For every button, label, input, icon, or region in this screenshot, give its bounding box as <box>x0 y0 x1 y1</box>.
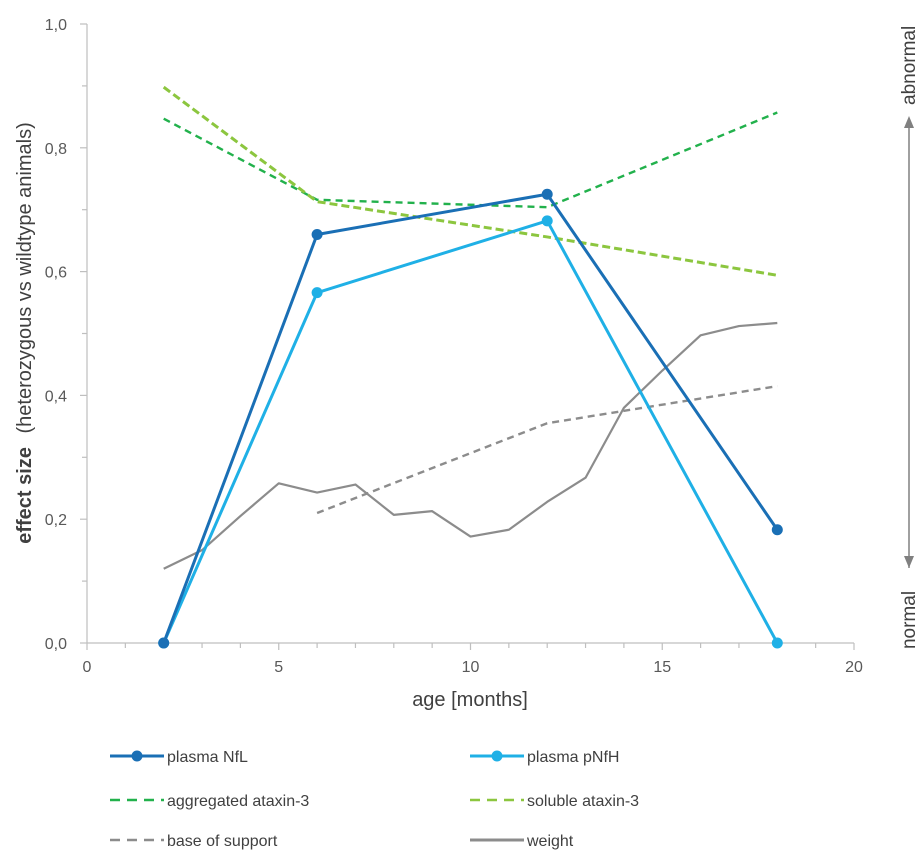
data-point <box>541 215 553 227</box>
legend-label: plasma pNfH <box>527 749 619 766</box>
x-tick-label: 0 <box>83 659 92 676</box>
y-tick-label: 0,8 <box>45 141 67 158</box>
legend-label: soluble ataxin-3 <box>527 793 639 810</box>
series-line <box>162 85 778 277</box>
data-point <box>771 637 783 649</box>
x-tick-label: 20 <box>845 659 863 676</box>
data-point <box>311 228 323 240</box>
legend-item: base of support <box>110 833 278 850</box>
series-line <box>316 384 778 515</box>
side-arrow-up-icon <box>904 116 914 128</box>
data-point <box>158 637 170 649</box>
series-line <box>163 111 778 209</box>
side-label-abnormal: abnormal <box>899 26 919 105</box>
series-soluble-ataxin-3 <box>162 85 778 277</box>
x-tick-label: 10 <box>462 659 480 676</box>
legend-label: base of support <box>167 833 278 850</box>
series-base-of-support <box>316 384 778 515</box>
legend-item: aggregated ataxin-3 <box>110 793 309 810</box>
x-axis-title: age [months] <box>412 689 528 711</box>
axes: 0,0 0,2 0,4 0,6 0,8 1,0 0 5 10 15 20 <box>45 17 863 676</box>
series-line <box>163 321 778 570</box>
legend-label: aggregated ataxin-3 <box>167 793 309 810</box>
legend-item: weight <box>470 833 574 850</box>
data-point <box>311 287 323 299</box>
side-arrow-down-icon <box>904 556 914 568</box>
legend-item: plasma pNfH <box>470 749 619 766</box>
y-tick-label: 0,4 <box>45 388 67 405</box>
legend-item: plasma NfL <box>110 749 248 766</box>
legend-marker <box>491 750 503 762</box>
data-point <box>771 524 783 536</box>
legend-label: weight <box>526 833 574 850</box>
y-axis-title: effect size (heterozygous vs wildtype an… <box>14 122 36 544</box>
x-tick-label: 5 <box>274 659 283 676</box>
y-axis-title-bold: effect size <box>14 447 36 544</box>
series-layer <box>158 85 783 649</box>
legend-item: soluble ataxin-3 <box>470 793 639 810</box>
series-weight <box>163 321 778 570</box>
series-aggregated-ataxin-3 <box>163 111 778 209</box>
y-tick-label: 0,6 <box>45 265 67 282</box>
legend-label: plasma NfL <box>167 749 248 766</box>
y-tick-label: 1,0 <box>45 17 67 34</box>
series-line <box>162 192 779 644</box>
series-plasma-pnfh <box>158 215 783 649</box>
legend-marker <box>131 750 143 762</box>
legend: plasma NfL plasma pNfH aggregated ataxin-3… <box>110 749 639 850</box>
y-axis-title-normal: (heterozygous vs wildtype animals) <box>14 122 36 433</box>
y-tick-label: 0,0 <box>45 636 67 653</box>
series-plasma-nfl <box>158 188 783 649</box>
series-line <box>162 219 779 644</box>
x-tick-label: 15 <box>653 659 671 676</box>
data-point <box>541 188 553 200</box>
side-label-normal: normal <box>899 591 919 649</box>
y-tick-label: 0,2 <box>45 512 67 529</box>
